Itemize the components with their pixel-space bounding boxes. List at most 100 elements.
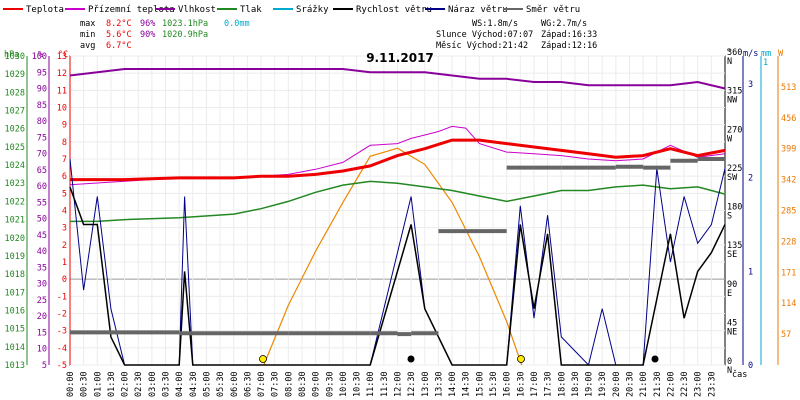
pressure-line bbox=[70, 180, 726, 223]
temp-tick-label: 12 bbox=[57, 69, 67, 79]
line-series bbox=[69, 68, 726, 366]
solar-series bbox=[263, 147, 523, 366]
time-tick-label: 15:00 bbox=[475, 371, 485, 397]
pct-tick-label: 10 bbox=[37, 345, 47, 355]
temp-tick-label: -2 bbox=[57, 310, 67, 320]
axis-unit-degc: °C bbox=[58, 50, 68, 60]
axis-unit-w: W bbox=[778, 49, 784, 59]
stat-min-press: 1020.9hPa bbox=[162, 30, 208, 40]
temp-tick-label: 9 bbox=[62, 121, 67, 131]
pct-tick-label: 65 bbox=[37, 166, 47, 176]
left-axes: 1013101410151016101710181019102010211022… bbox=[5, 52, 71, 371]
pct-tick-label: 60 bbox=[37, 182, 47, 192]
time-tick-label: 08:00 bbox=[284, 371, 294, 397]
dir-tick-compass: N bbox=[727, 366, 732, 376]
stat-max-temp: 8.2°C bbox=[106, 19, 132, 29]
stat-ws: WS:1.8m/s bbox=[472, 19, 518, 29]
temp-tick-label: 2 bbox=[62, 241, 67, 251]
dir-tick-compass: NW bbox=[727, 96, 738, 106]
time-tick-label: 00:00 bbox=[66, 371, 76, 397]
time-tick-label: 05:00 bbox=[202, 371, 212, 397]
hpa-tick-label: 1016 bbox=[5, 306, 25, 316]
time-tick-label: 19:30 bbox=[598, 371, 608, 397]
legend-label: Přízemní teplota bbox=[88, 5, 175, 15]
pct-tick-label: 85 bbox=[37, 101, 47, 111]
stat-min-label: min bbox=[80, 30, 95, 40]
time-tick-label: 11:00 bbox=[366, 371, 376, 397]
legend-label: Rychlost větru bbox=[356, 5, 432, 15]
time-tick-label: 14:00 bbox=[448, 371, 458, 397]
temp-tick-label: 1 bbox=[62, 258, 67, 268]
temp-tick-label: 11 bbox=[57, 86, 67, 96]
legend-label: Vlhkost bbox=[178, 5, 216, 15]
dir-tick-compass: S bbox=[727, 212, 732, 222]
time-tick-label: 17:00 bbox=[530, 371, 540, 397]
chart-title: 9.11.2017 bbox=[366, 51, 434, 65]
stat-min-temp: 5.6°C bbox=[106, 30, 132, 40]
dir-tick-value: 225 bbox=[727, 164, 742, 174]
dir-tick-compass: W bbox=[727, 134, 733, 144]
time-tick-label: 12:00 bbox=[394, 371, 404, 397]
hpa-tick-label: 1026 bbox=[5, 125, 25, 135]
axis-unit-hpa: hPa bbox=[4, 50, 19, 60]
pct-tick-label: 35 bbox=[37, 263, 47, 273]
w-tick-label: 285 bbox=[781, 207, 796, 217]
dir-tick-value: 180 bbox=[727, 203, 742, 213]
mm-tick-label: 1 bbox=[763, 58, 768, 68]
time-tick-label: 02:30 bbox=[134, 371, 144, 397]
sunset-marker bbox=[517, 355, 525, 363]
time-tick-label: 19:00 bbox=[585, 371, 595, 397]
time-tick-label: 22:00 bbox=[666, 371, 676, 397]
pct-tick-label: 70 bbox=[37, 150, 47, 160]
time-tick-label: 02:00 bbox=[121, 371, 131, 397]
time-tick-label: 11:30 bbox=[380, 371, 390, 397]
dir-tick-value: 360 bbox=[727, 48, 742, 58]
temp-tick-label: 8 bbox=[62, 138, 67, 148]
time-tick-label: 03:00 bbox=[148, 371, 158, 397]
time-tick-label: 21:00 bbox=[639, 371, 649, 397]
ms-tick-label: 0 bbox=[748, 361, 753, 371]
hpa-tick-label: 1028 bbox=[5, 88, 25, 98]
axis-unit-pct: % bbox=[38, 50, 43, 60]
pct-tick-label: 50 bbox=[37, 215, 47, 225]
stat-mesic-zapad: Západ:12:16 bbox=[541, 41, 597, 51]
temp-tick-label: 5 bbox=[62, 189, 67, 199]
pct-tick-label: 25 bbox=[37, 296, 47, 306]
stat-max-label: max bbox=[80, 19, 95, 29]
hpa-tick-label: 1023 bbox=[5, 179, 25, 189]
stat-avg-label: avg bbox=[80, 41, 95, 51]
temp-tick-label: 13 bbox=[57, 52, 67, 62]
hpa-tick-label: 1014 bbox=[5, 343, 25, 353]
dir-tick-compass: SE bbox=[727, 250, 737, 260]
dir-tick-compass: E bbox=[727, 289, 732, 299]
time-tick-label: 00:30 bbox=[80, 371, 90, 397]
pct-tick-label: 55 bbox=[37, 198, 47, 208]
w-tick-label: 342 bbox=[781, 176, 796, 186]
time-tick-label: 14:30 bbox=[462, 371, 472, 397]
time-tick-label: 18:00 bbox=[557, 371, 567, 397]
hpa-tick-label: 1025 bbox=[5, 143, 25, 153]
temp-tick-label: -1 bbox=[57, 292, 67, 302]
time-tick-label: 23:00 bbox=[694, 371, 704, 397]
stat-min-hum: 90% bbox=[140, 30, 155, 40]
w-tick-label: 513 bbox=[781, 83, 796, 93]
w-tick-label: 228 bbox=[781, 237, 796, 247]
time-tick-label: 04:00 bbox=[175, 371, 185, 397]
time-tick-label: 18:30 bbox=[571, 371, 581, 397]
time-tick-label: 10:00 bbox=[339, 371, 349, 397]
temp-tick-label: 6 bbox=[62, 172, 67, 182]
time-tick-label: 13:00 bbox=[421, 371, 431, 397]
temp-tick-label: 7 bbox=[62, 155, 67, 165]
temp-tick-label: -3 bbox=[57, 327, 67, 337]
solar-radiation-line bbox=[263, 147, 523, 366]
dir-tick-value: 0 bbox=[727, 357, 732, 367]
axis-unit-ms: m/s bbox=[743, 49, 758, 59]
pct-tick-label: 40 bbox=[37, 247, 47, 257]
time-tick-label: 05:30 bbox=[216, 371, 226, 397]
hpa-tick-label: 1015 bbox=[5, 325, 25, 335]
sunrise-marker bbox=[259, 355, 267, 363]
time-tick-label: 12:30 bbox=[407, 371, 417, 397]
time-tick-label: 07:00 bbox=[257, 371, 267, 397]
stat-wg: WG:2.7m/s bbox=[541, 19, 587, 29]
time-tick-label: 20:00 bbox=[612, 371, 622, 397]
